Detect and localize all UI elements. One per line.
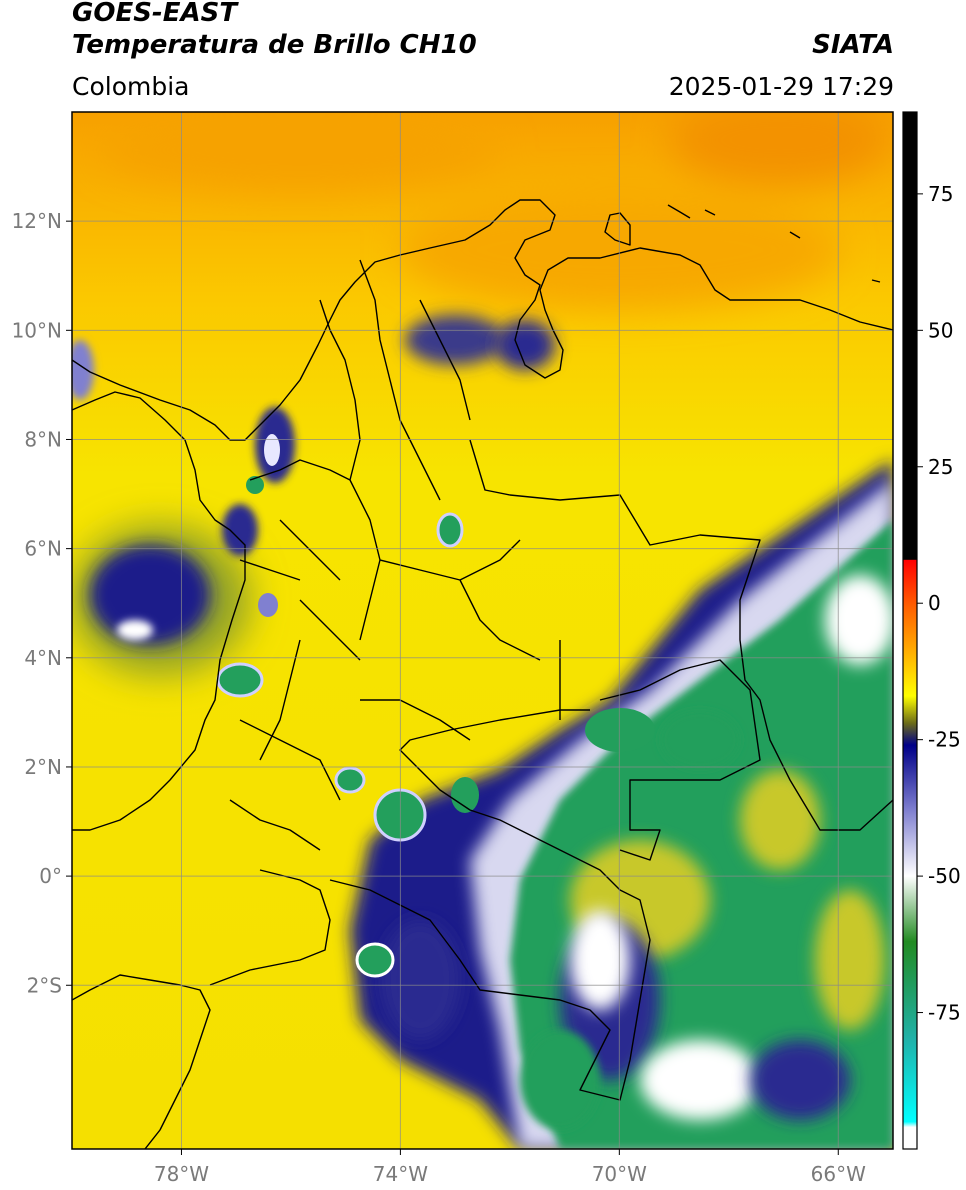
colorbar-tick-label: -25 (928, 728, 961, 752)
colorbar-tick-label: 0 (928, 591, 941, 615)
inland-storm-cells (216, 315, 555, 698)
lat-tick-label: 10°N (12, 318, 62, 342)
colorbar-tick-label: 50 (928, 318, 953, 342)
ecuador-peru-coast (72, 974, 211, 1149)
colorbar-ramp (903, 112, 917, 1149)
region-label: Colombia (72, 72, 190, 101)
internal-dept-lines (229, 259, 541, 851)
amazon-convective-mass (334, 460, 893, 1149)
brand-label: SIATA (812, 30, 894, 60)
lat-tick-label: 2°N (24, 755, 62, 779)
colorbar-tick-label: 25 (928, 455, 953, 479)
colorbar: 75 50 25 0 -25 -50 -75 (902, 111, 961, 1150)
lat-tick-label: 8°N (24, 427, 62, 451)
lat-tick-label: 12°N (12, 209, 62, 233)
lat-tick-label: 2°S (27, 973, 62, 997)
latitude-axis: 12°N 10°N 8°N 6°N 4°N 2°N 0° 2°S (12, 209, 72, 997)
product-title-line2: Temperatura de Brillo CH10 (72, 30, 477, 60)
colombia-border-east (469, 439, 893, 831)
gulf-coast-ecuador (209, 869, 331, 986)
venezuela-brazil-border (559, 640, 761, 861)
lon-tick-label: 70°W (592, 1162, 647, 1186)
caribbean-coastline (72, 199, 893, 441)
pacific-coastline (72, 391, 246, 831)
lon-tick-label: 78°W (154, 1162, 209, 1186)
map-panel (72, 112, 893, 1149)
colorbar-tick-label: 75 (928, 182, 953, 206)
political-boundaries (72, 199, 893, 1149)
map-frame (71, 111, 894, 1150)
lat-tick-label: 0° (39, 864, 62, 888)
colorbar-tick-label: -50 (928, 864, 961, 888)
graticule (72, 112, 893, 1149)
lon-tick-label: 74°W (373, 1162, 428, 1186)
colorbar-frame (902, 111, 918, 1150)
colombia-border-south (329, 709, 651, 1101)
pacific-convection (72, 340, 258, 675)
product-title-line1: GOES-EAST (72, 0, 238, 28)
lat-tick-label: 6°N (24, 537, 62, 561)
lat-tick-label: 4°N (24, 646, 62, 670)
timestamp-label: 2025-01-29 17:29 (668, 72, 894, 101)
colorbar-ticks: 75 50 25 0 -25 -50 -75 (917, 182, 961, 1025)
lon-tick-label: 66°W (811, 1162, 866, 1186)
longitude-axis: 78°W 74°W 70°W 66°W (154, 1149, 866, 1186)
islands (604, 204, 881, 283)
colorbar-tick-label: -75 (928, 1001, 961, 1025)
